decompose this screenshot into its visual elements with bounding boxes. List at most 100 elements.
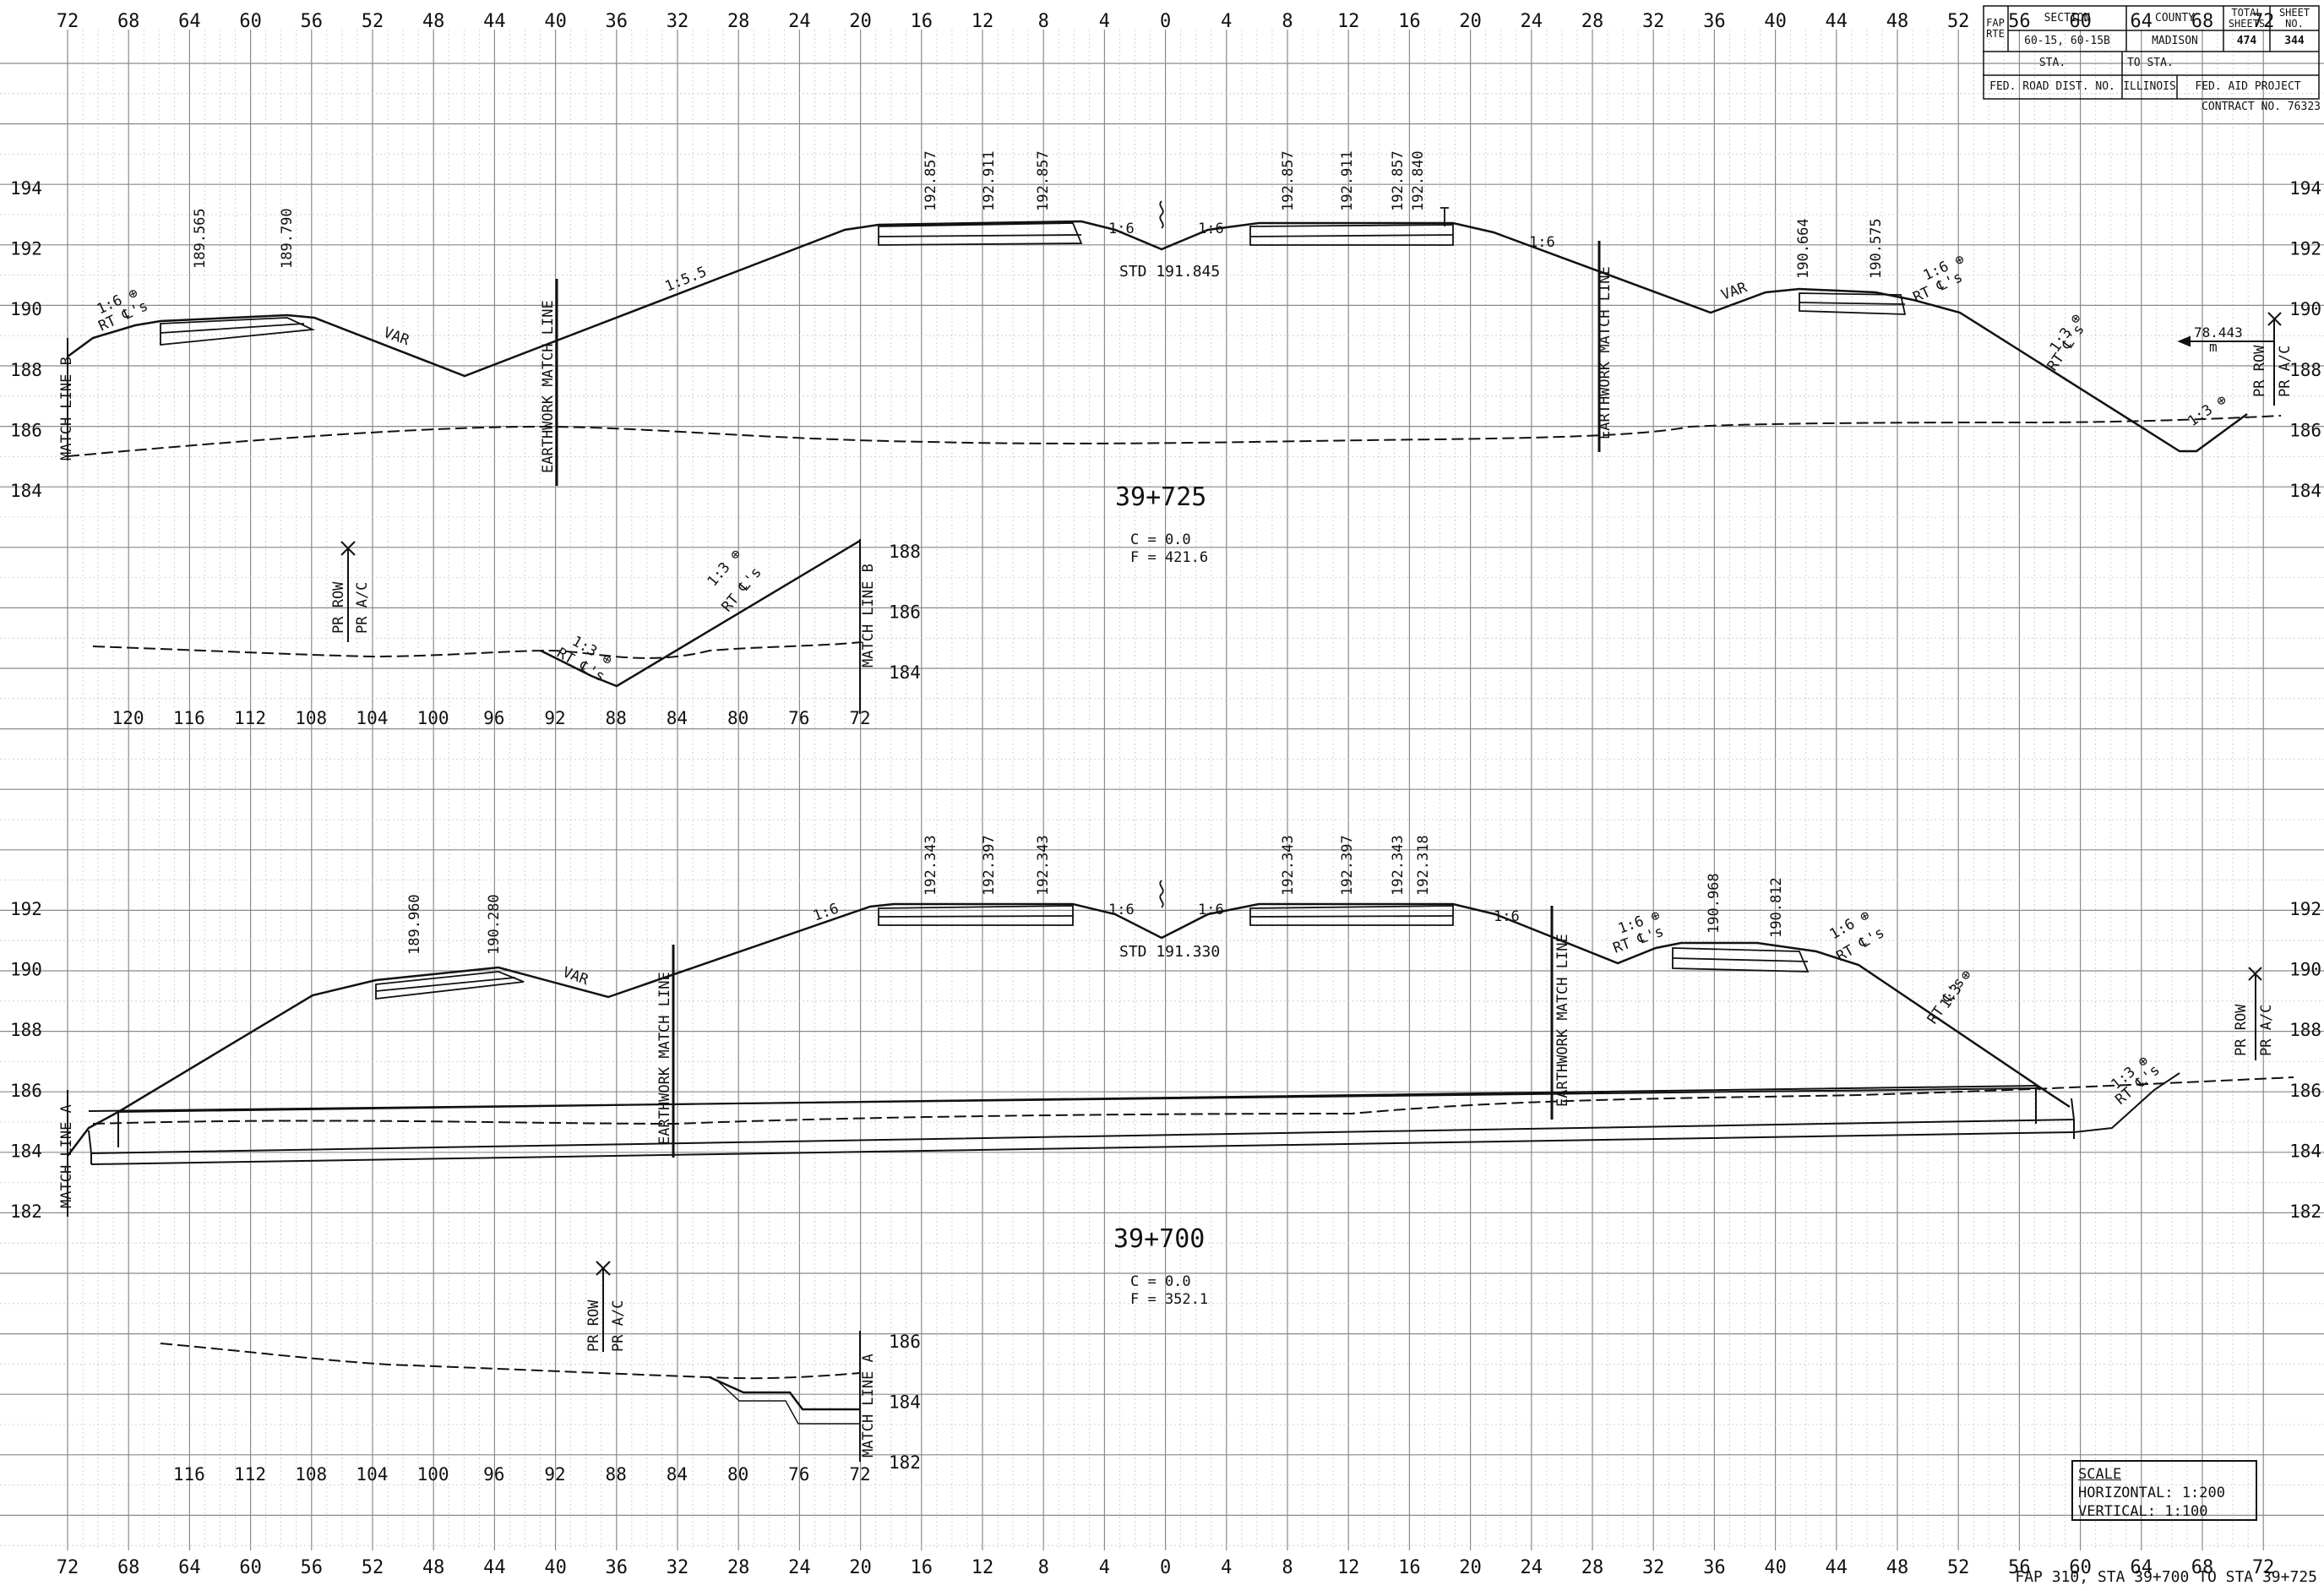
upper-inset-elevation-label: 188 [889,542,921,562]
lower-inset-offset-label: 84 [667,1464,688,1485]
offset-axis-top-label: 72 [2252,11,2275,32]
lower-elev-192397a: 192.397 [981,835,998,896]
offset-axis-bottom-label: 48 [422,1557,445,1578]
lower-pr-row-label: PR ROW [2233,1004,2250,1056]
offset-axis-top-label: 28 [1581,11,1604,32]
lower-inset-offset-label: 76 [788,1464,809,1485]
upper-elevation-label: 190 [2289,299,2321,319]
lower-annotations: 189.960 190.280 192.343 192.397 192.343 … [58,835,2275,1308]
offset-axis-top-label: 24 [788,11,811,32]
offset-axis-bottom-label: 28 [727,1557,750,1578]
upper-pr-ac-label: PR A/C [2277,346,2294,397]
upper-inset-offset-label: 96 [483,708,504,728]
upper-slope-7: 1:6 [1529,234,1555,251]
tb-total-sheets-value: 474 [2236,34,2257,47]
lower-inset-pr-row: PR ROW [585,1299,602,1352]
offset-axis-bottom-label: 32 [667,1557,689,1578]
lower-inset-offset-label: 72 [849,1464,870,1485]
lower-existing-ground [92,1076,2294,1125]
lower-inset-elevation-label: 184 [889,1392,921,1413]
upper-existing-ground [67,415,2282,457]
upper-inset-elevation-label: 184 [889,662,921,683]
offset-axis-top-label: 20 [1459,11,1482,32]
offset-axis-bottom-label: 4 [1099,1557,1110,1578]
lower-elev-192343b: 192.343 [1035,835,1052,896]
offset-axis-top-label: 52 [1947,11,1970,32]
upper-elevation-label: 192 [10,239,42,259]
upper-ground-std: STD 191.845 [1119,263,1220,281]
upper-inset-offset-label: 76 [788,708,809,728]
upper-proposed-grade [67,220,2248,453]
lower-cut: C = 0.0 [1130,1273,1191,1290]
upper-inset-pr-ac: PR A/C [354,582,371,634]
upper-inset-offset-label: 116 [173,708,205,728]
lower-inset-row-marker [596,1261,611,1352]
offset-axis-top-label: 24 [1521,11,1543,32]
lower-slope-3: 1:6 [1108,902,1135,918]
lower-structure [88,1072,2180,1165]
lower-inset-existing [160,1343,861,1380]
offset-axis-bottom-label: 48 [1886,1557,1909,1578]
upper-inset-offset-label: 92 [544,708,565,728]
upper-slope-13: 1:3 ⊕ [2185,391,2229,430]
lower-elev-190280: 190.280 [486,894,503,955]
offset-axis-bottom-label: 40 [1764,1557,1787,1578]
upper-inset-offset-label: 100 [417,708,449,728]
upper-inset [92,539,863,714]
tb-fed-aid-project: FED. AID PROJECT [2195,80,2301,94]
lower-elev-190968: 190.968 [1706,873,1723,934]
upper-cut: C = 0.0 [1130,531,1191,548]
lower-elevation-scale-right: 192 190 188 186 184 182 [2289,899,2321,1222]
offset-axis-top-label: 44 [483,11,506,32]
lower-centerline-mark [1159,880,1164,908]
lower-inset-offset-axis: 116 112 108 104 100 96 92 88 84 80 76 72 [173,1464,871,1485]
lower-elevation-label: 192 [10,899,42,919]
lower-elev-192343c: 192.343 [1280,835,1297,896]
offset-axis-bottom-label: 52 [362,1557,384,1578]
offset-axis-bottom: 72 68 64 60 56 52 48 44 40 36 32 28 24 20 16 12 8 4 0 4 8 12 1… [57,1557,2275,1578]
upper-inset-match-label: MATCH LINE B [860,564,877,667]
lower-inset [160,1261,861,1462]
upper-elevation-label: 190 [10,299,42,319]
lower-ground-std: STD 191.330 [1119,943,1220,961]
offset-axis-bottom-label: 36 [1703,1557,1726,1578]
offset-axis-bottom-label: 64 [2131,1557,2153,1578]
upper-elevation-label: 194 [10,178,42,199]
offset-axis-top-label: 40 [544,11,567,32]
offset-axis-top-label: 68 [2191,11,2214,32]
offset-axis-top-label: 32 [1642,11,1665,32]
tb-fap-rte: FAP RTE [1986,17,2005,40]
offset-axis-bottom-label: 68 [117,1557,140,1578]
lower-inset-labels: PR ROW PR A/C MATCH LINE A [585,1299,877,1458]
lower-elevation-scale-left: 192 190 188 186 184 182 [10,899,42,1222]
upper-elev-192857d: 192.857 [1390,150,1407,211]
upper-slope-6: 1:6 [1198,221,1224,237]
scale-heading: SCALE [2078,1466,2122,1483]
upper-earthwork-left-label: EARTHWORK MATCH LINE [540,300,557,473]
offset-axis-top-label: 12 [972,11,994,32]
upper-inset-row-marker [340,541,356,642]
tb-sta-label: STA. [2038,57,2066,70]
upper-inset-labels: PR ROW PR A/C MATCH LINE B 1:3 ⊕ RT ℄'s … [330,546,877,685]
lower-elevation-label: 188 [10,1020,42,1040]
lower-earthwork-right-label: EARTHWORK MATCH LINE [1554,934,1571,1107]
offset-axis-top-label: 20 [849,11,872,32]
offset-axis-top-label: 72 [57,11,79,32]
tb-to-sta-label: TO STA. [2127,57,2174,70]
lower-slope-4: 1:6 [1198,902,1224,918]
offset-axis-bottom-label: 36 [606,1557,629,1578]
offset-axis-top-label: 4 [1099,11,1110,32]
tb-section-value: 60-15, 60-15B [2024,34,2110,47]
upper-elevation-scale-right: 194 192 190 188 186 184 [2289,178,2321,501]
lower-elevation-label: 186 [2289,1081,2321,1101]
lower-elevation-label: 184 [2289,1141,2321,1161]
upper-elev-192911a: 192.911 [981,150,998,211]
lower-pr-ac-label: PR A/C [2258,1005,2275,1056]
upper-inset-offset-axis: 120 116 112 108 104 100 96 92 88 84 80 76 72 [112,708,871,728]
upper-earthwork-right-label: EARTHWORK MATCH LINE [1597,266,1614,439]
offset-axis-top-label: 12 [1337,11,1360,32]
title-block: FAP RTE SECTION COUNTY TOTAL SHEETS SHEE… [1983,5,2321,117]
upper-elev-192840: 192.840 [1410,150,1427,211]
lower-inset-grade [709,1376,860,1411]
